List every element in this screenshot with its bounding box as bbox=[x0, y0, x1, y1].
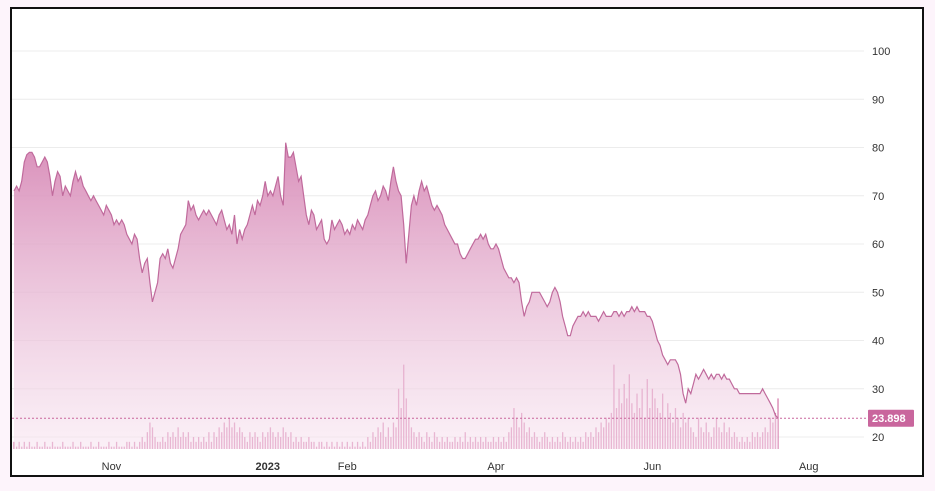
y-tick-label: 60 bbox=[872, 239, 884, 251]
x-tick-label: Aug bbox=[799, 461, 819, 473]
x-tick-label: Nov bbox=[102, 461, 122, 473]
last-price-label: 23.898 bbox=[868, 409, 914, 427]
y-tick-label: 20 bbox=[872, 432, 884, 444]
last-price-badge bbox=[868, 409, 914, 427]
price-area bbox=[14, 142, 778, 449]
x-tick-label: Jun bbox=[643, 461, 661, 473]
y-tick-label: 70 bbox=[872, 191, 884, 203]
x-axis: Nov 2023 Feb Apr Jun Aug bbox=[102, 461, 819, 473]
y-tick-label: 100 bbox=[872, 46, 890, 58]
y-tick-label: 80 bbox=[872, 143, 884, 155]
last-price-value: 23.898 bbox=[872, 413, 906, 425]
x-tick-label: 2023 bbox=[256, 461, 280, 473]
y-axis: 20 30 40 50 60 70 80 90 100 bbox=[872, 46, 890, 444]
price-line bbox=[13, 142, 779, 419]
volume-bar bbox=[777, 398, 779, 449]
y-tick-label: 90 bbox=[872, 94, 884, 106]
x-tick-label: Apr bbox=[487, 461, 504, 473]
y-tick-label: 40 bbox=[872, 336, 884, 348]
y-tick-label: 50 bbox=[872, 287, 884, 299]
x-tick-label: Feb bbox=[338, 461, 357, 473]
y-tick-label: 30 bbox=[872, 384, 884, 396]
